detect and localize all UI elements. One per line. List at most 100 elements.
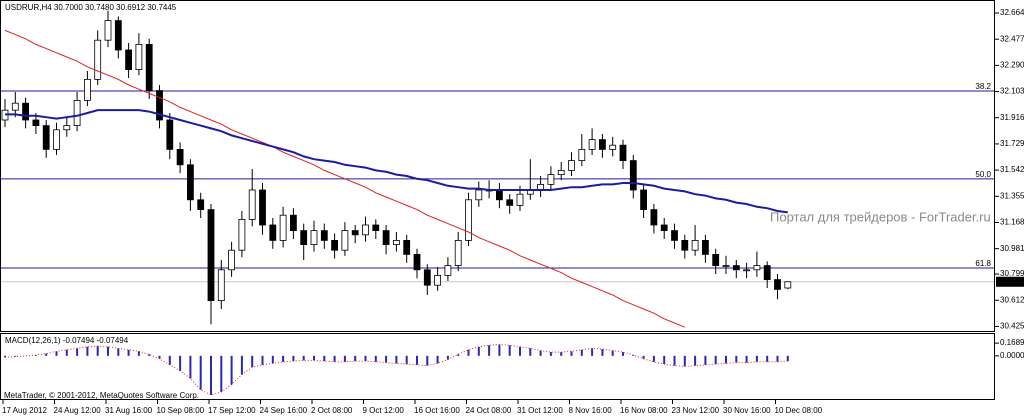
macd-title: MACD(12,26,1) -0.07494 -0.07494 [5, 336, 129, 345]
candle-body [743, 269, 750, 272]
candle-body [73, 99, 81, 126]
candle-body [609, 144, 617, 150]
x-tick-label: 23 Nov 12:00 [672, 406, 720, 415]
candle-body [434, 274, 442, 286]
candle-body [269, 224, 277, 241]
last-price-label: 30.7445 [997, 277, 1024, 286]
x-tick-label: 10 Dec 08:00 [775, 406, 823, 415]
candle-body [392, 239, 400, 245]
candle-body [753, 265, 761, 271]
candle-body [217, 269, 225, 301]
x-tick-label: 31 Oct 12:00 [517, 406, 563, 415]
x-tick-label: 16 Nov 08:00 [620, 406, 668, 415]
candle-body [702, 239, 709, 255]
macd-panel [0, 333, 995, 400]
x-tick-label: 9 Oct 12:00 [363, 406, 405, 415]
candle-body [22, 102, 30, 121]
candle-body [351, 230, 359, 236]
candle-body [712, 253, 720, 266]
candle-body [629, 160, 637, 191]
y-tick-label: 31.1680 [1000, 218, 1024, 227]
candle-body [259, 189, 266, 226]
y-tick-label: 30.4255 [1000, 322, 1024, 331]
y-tick-label: 32.6640 [1000, 8, 1024, 17]
candle-body [403, 239, 411, 255]
candle-body [84, 78, 91, 101]
candle-body [125, 49, 132, 70]
candle-body [32, 119, 40, 126]
x-tick-label: 10 Sep 08:00 [157, 406, 205, 415]
candle-body [640, 189, 647, 210]
y-tick-label: 31.7290 [1000, 139, 1024, 148]
candle-body [444, 265, 452, 276]
candle-body [681, 239, 689, 251]
candle-body [506, 199, 514, 206]
candle-body [599, 139, 606, 150]
candle-body [547, 174, 555, 185]
candle-body [691, 239, 699, 251]
candle-body [331, 239, 339, 251]
candle-body [135, 43, 143, 70]
moving-average [5, 109, 788, 214]
candle-body [372, 224, 380, 231]
candle-body [104, 20, 112, 41]
level-label: 50.0 [975, 170, 991, 179]
candle-body [53, 129, 60, 150]
y-tick-label: 32.1030 [1000, 87, 1024, 96]
level-label: 38.2 [975, 82, 991, 91]
y-tick-label: 31.3550 [1000, 191, 1024, 200]
candle-body [145, 43, 153, 91]
candle-body [248, 189, 256, 220]
candle-body [568, 160, 575, 171]
main-panel [0, 0, 995, 332]
candle-body [341, 230, 349, 251]
y-tick-label: 30.7995 [1000, 269, 1024, 278]
candle-body [423, 269, 431, 286]
level-label: 61.8 [975, 259, 991, 268]
x-tick-label: 30 Nov 16:00 [723, 406, 771, 415]
candle-body [465, 199, 472, 241]
candle-body [557, 169, 565, 175]
y-tick-label: 0.1689 [1000, 338, 1024, 347]
candle-body [619, 144, 627, 161]
candle-body [289, 214, 297, 231]
watermark: Портал для трейдеров - ForTrader.ru [770, 209, 991, 224]
chart-title: USDRUR,H4 30.7000 30.7480 30.6912 30.744… [5, 3, 177, 12]
last-price-box [996, 276, 1024, 287]
x-tick-label: 24 Aug 12:00 [54, 406, 102, 415]
candle-body [588, 139, 596, 150]
y-tick-label: 32.4770 [1000, 34, 1024, 43]
candle-body [207, 209, 215, 301]
candle-body [42, 125, 50, 150]
candle-body [362, 224, 369, 236]
candle-body [166, 119, 174, 150]
candle-body [11, 102, 19, 111]
candle-body [475, 189, 483, 201]
candle-body [722, 265, 730, 267]
x-tick-label: 24 Oct 08:00 [466, 406, 512, 415]
y-tick-label: 31.5420 [1000, 165, 1024, 174]
candle-body [671, 230, 678, 241]
candle-body [186, 164, 194, 201]
x-tick-label: 17 Aug 2012 [2, 406, 47, 415]
candle-body [156, 90, 163, 121]
candle-body [197, 199, 205, 210]
x-tick-label: 17 Sep 12:00 [208, 406, 256, 415]
candle-body [228, 249, 236, 271]
candle-body [732, 265, 740, 271]
y-tick-label: 30.6125 [1000, 295, 1024, 304]
candle-body [413, 253, 421, 271]
x-tick-label: 24 Sep 16:00 [260, 406, 308, 415]
candle-body [94, 39, 102, 80]
candle-body [320, 230, 328, 241]
y-tick-label: 30.9810 [1000, 244, 1024, 253]
candle-body [114, 20, 122, 51]
y-tick-label: 32.2900 [1000, 60, 1024, 69]
candle-body [650, 209, 658, 226]
y-tick-label: 0.0000 [1000, 351, 1024, 360]
x-tick-label: 8 Nov 16:00 [569, 406, 613, 415]
x-tick-label: 16 Oct 16:00 [414, 406, 460, 415]
candle-body [516, 193, 524, 206]
trendline [4, 29, 685, 328]
